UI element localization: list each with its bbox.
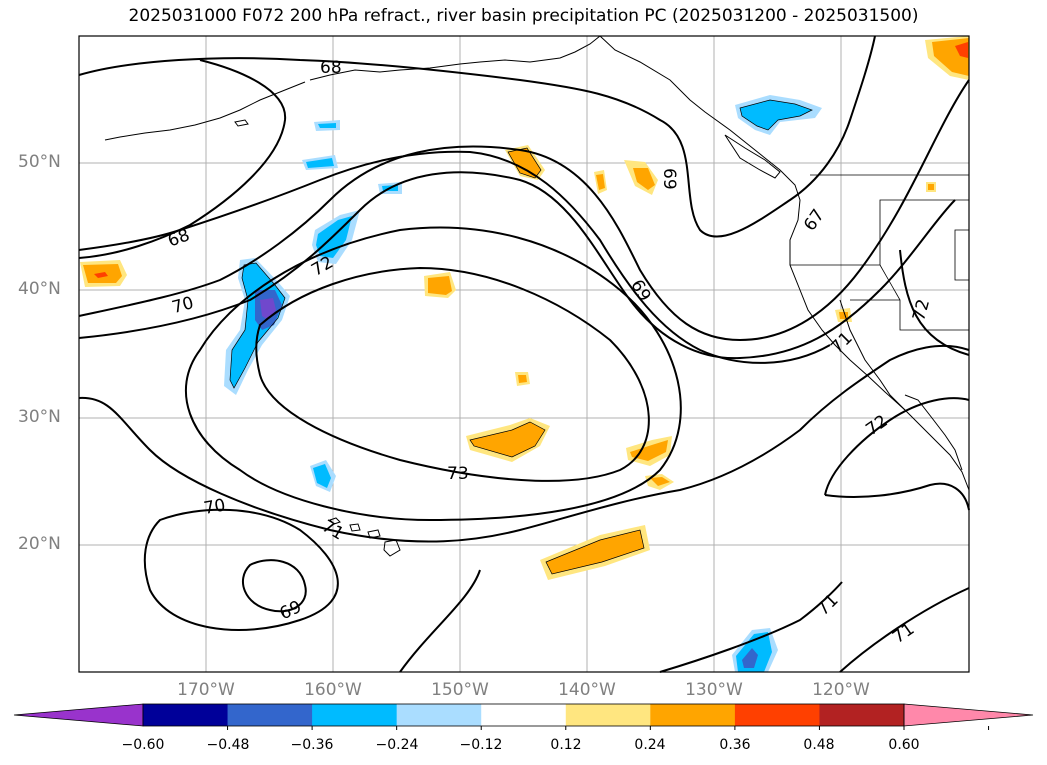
colorbar-tick: 0.60 xyxy=(888,737,920,753)
lon-label: 160°W xyxy=(304,680,362,700)
contour-label: 68 xyxy=(320,58,342,78)
colorbar-tick: −0.48 xyxy=(206,737,250,753)
borders xyxy=(790,174,970,331)
colorbar-segment xyxy=(227,704,313,726)
colorbar-segment xyxy=(565,704,651,726)
colorbar-arrow-left xyxy=(13,703,144,727)
colorbar-segment xyxy=(143,704,229,726)
lat-label: 50°N xyxy=(18,152,61,172)
map-title: 2025031000 F072 200 hPa refract., river … xyxy=(128,6,919,26)
lat-label: 30°N xyxy=(18,407,61,427)
colorbar-segment xyxy=(734,704,820,726)
lat-label: 20°N xyxy=(18,534,61,554)
colorbar-segment xyxy=(481,704,567,726)
contour-label: 69 xyxy=(659,168,679,190)
precip-shading xyxy=(80,36,969,672)
colorbar-tick: 0.12 xyxy=(550,737,582,753)
colorbar-tick: −0.12 xyxy=(459,737,503,753)
lon-label: 130°W xyxy=(685,680,743,700)
colorbar-segment xyxy=(396,704,482,726)
refractivity-contours xyxy=(78,35,970,673)
colorbar-tick: 0.48 xyxy=(803,737,835,753)
colorbar-tick: −0.60 xyxy=(121,737,165,753)
colorbar-tick: 0.24 xyxy=(634,737,666,753)
lon-label: 170°W xyxy=(177,680,235,700)
colorbar-tick: −0.36 xyxy=(290,737,334,753)
colorbar-segment xyxy=(312,704,398,726)
colorbar-arrow-right xyxy=(903,703,1034,727)
lon-label: 150°W xyxy=(431,680,489,700)
colorbar-tick: 0.36 xyxy=(719,737,751,753)
lon-label: 140°W xyxy=(558,680,616,700)
colorbar-segment xyxy=(650,704,736,726)
contour-label: 73 xyxy=(447,464,469,484)
colorbar-tick: −0.24 xyxy=(375,737,419,753)
lat-label: 40°N xyxy=(18,279,61,299)
contour-label: 70 xyxy=(202,495,227,518)
colorbar-segment xyxy=(819,704,905,726)
lon-label: 120°W xyxy=(812,680,870,700)
colorbar xyxy=(13,703,1034,730)
